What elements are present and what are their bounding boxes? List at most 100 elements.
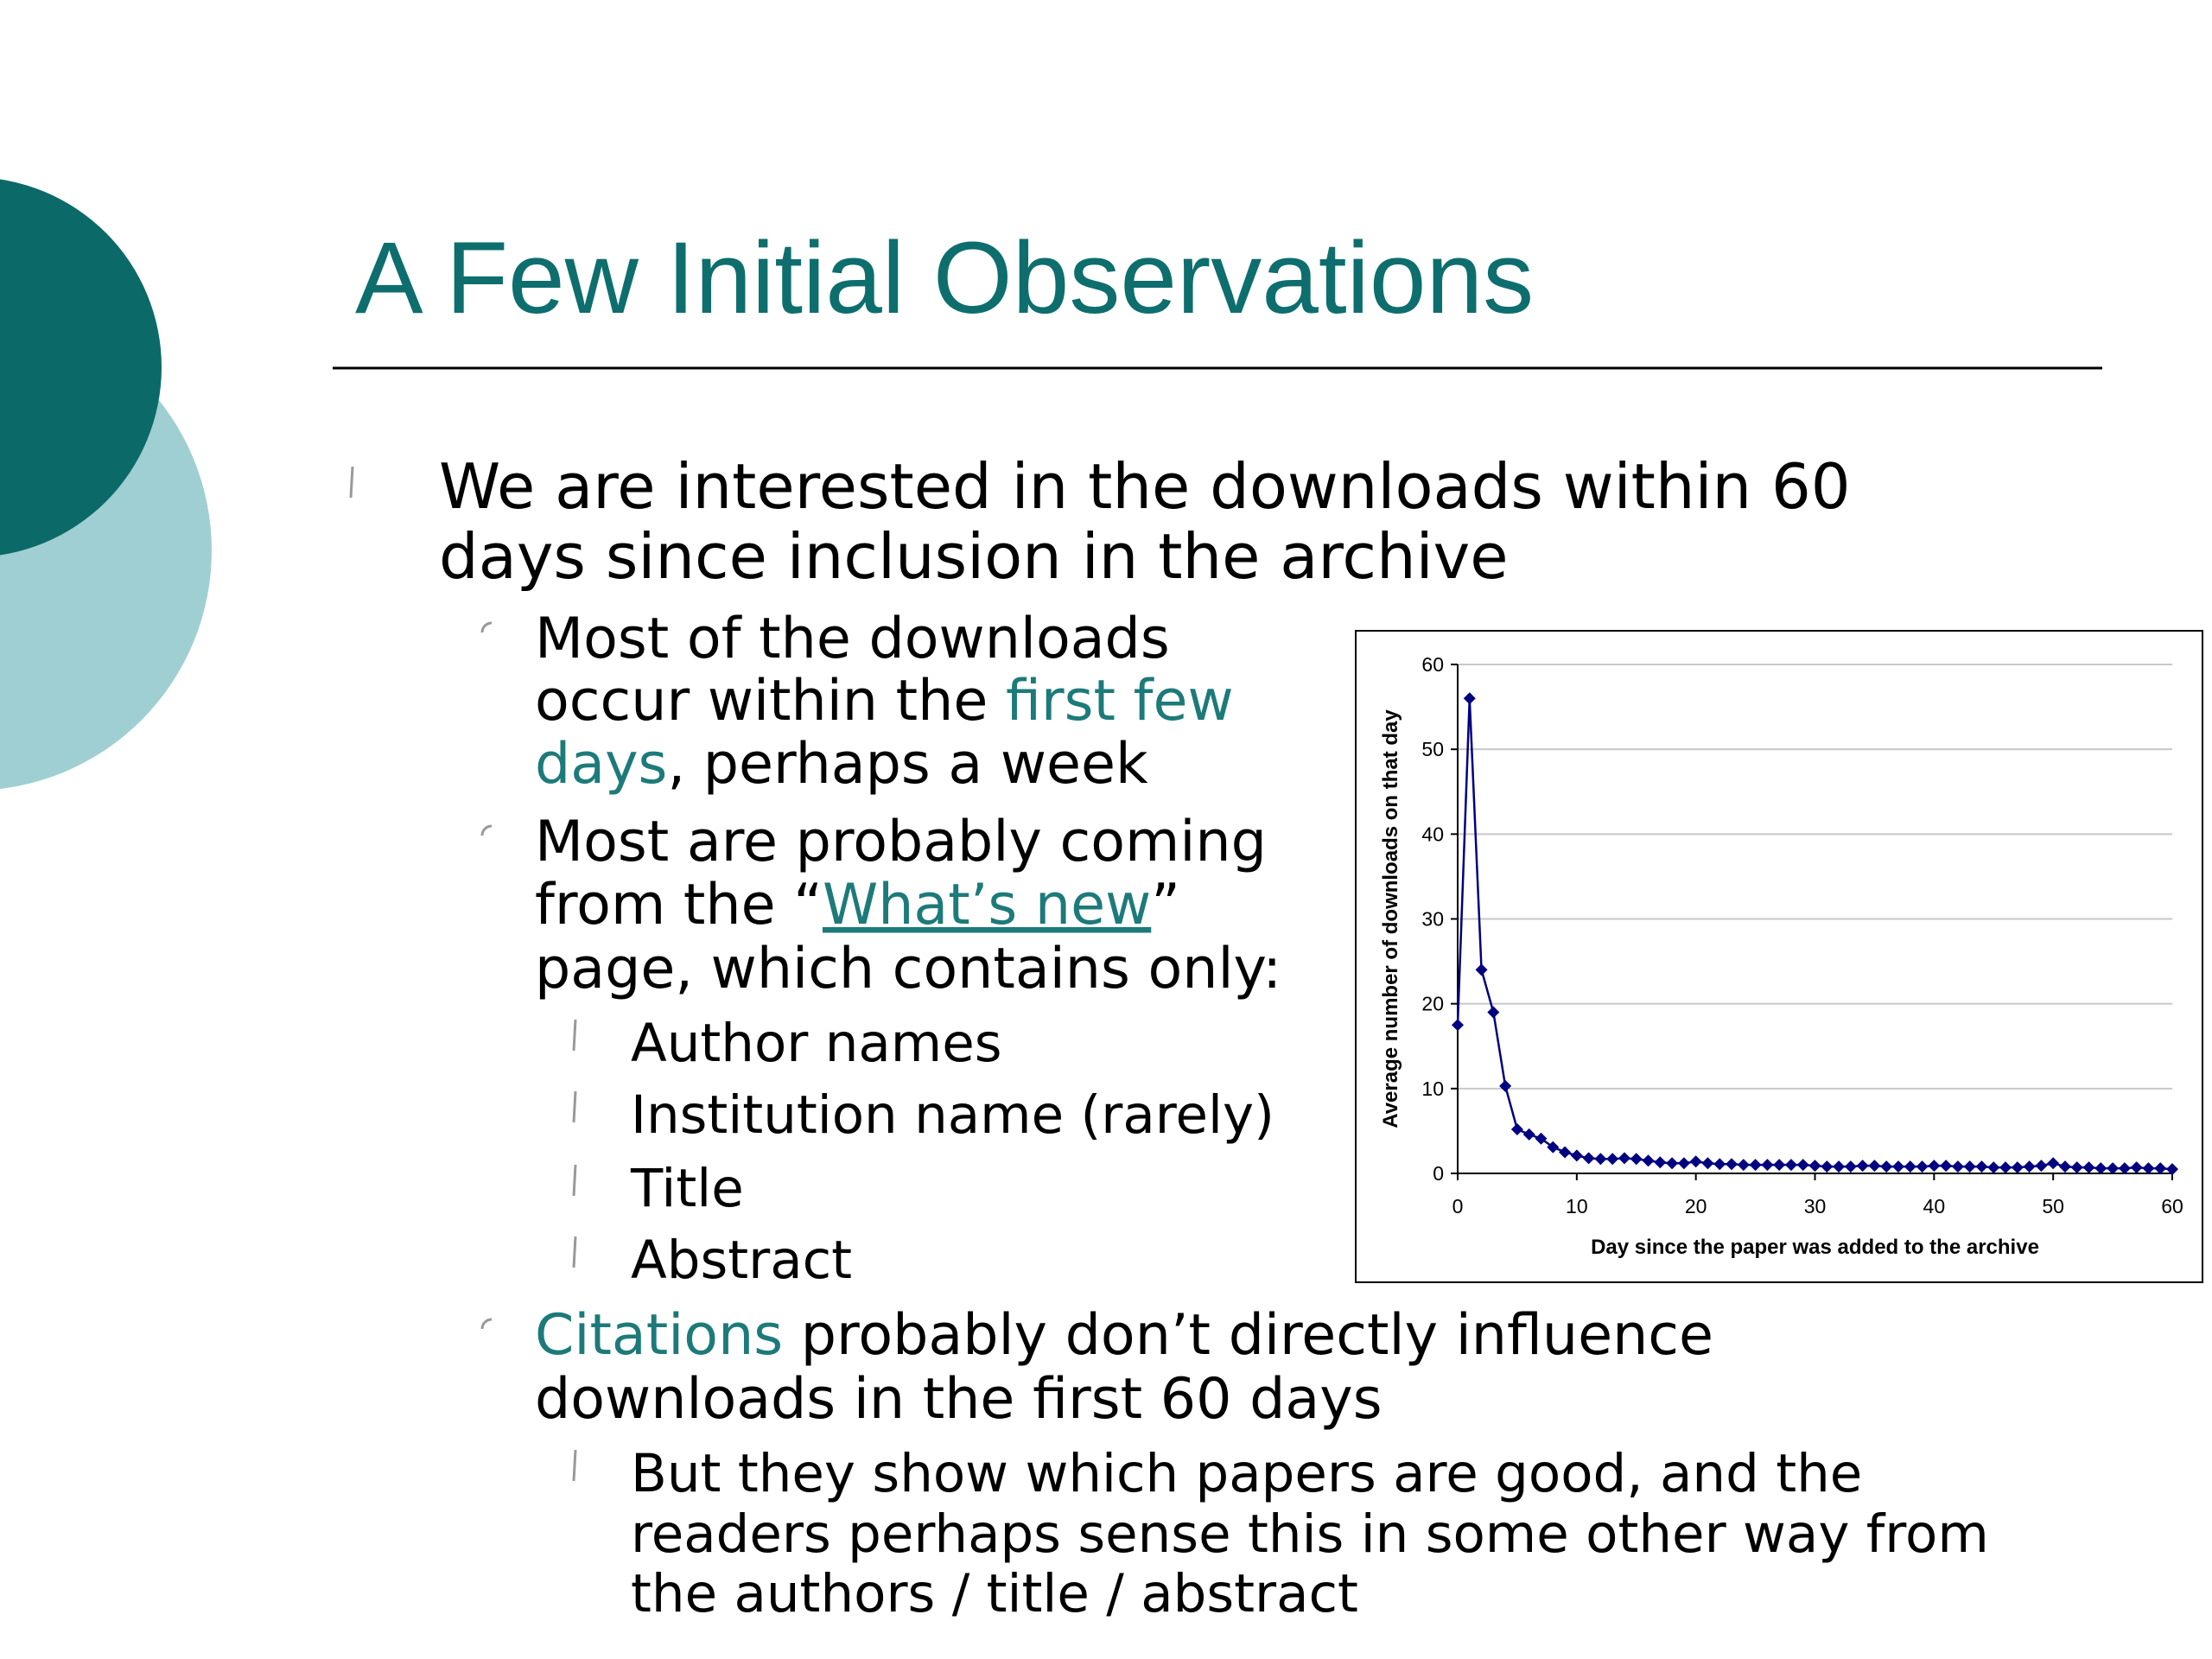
link-text[interactable]: What’s new bbox=[823, 873, 1151, 938]
data-point bbox=[2047, 1157, 2060, 1170]
data-point bbox=[2058, 1160, 2071, 1173]
bullet-line: But they show which papers are good, and… bbox=[631, 1443, 1862, 1504]
data-point bbox=[2118, 1162, 2131, 1175]
data-point bbox=[2082, 1161, 2095, 1174]
data-point bbox=[1796, 1159, 1809, 1172]
data-point bbox=[1726, 1158, 1738, 1171]
data-point bbox=[1951, 1160, 1964, 1173]
highlight-text: first few bbox=[1006, 669, 1234, 734]
data-point bbox=[1463, 692, 1476, 705]
bullet-marker bbox=[572, 1236, 577, 1268]
slide-title: A Few Initial Observations bbox=[355, 221, 1534, 335]
data-point bbox=[1559, 1146, 1572, 1159]
data-point bbox=[1784, 1159, 1797, 1172]
data-point bbox=[1654, 1156, 1667, 1169]
bullet-line: Abstract bbox=[631, 1230, 852, 1291]
data-point bbox=[1891, 1160, 1904, 1173]
data-point bbox=[1821, 1160, 1834, 1173]
y-tick-label: 20 bbox=[1421, 993, 1444, 1015]
data-point bbox=[1928, 1160, 1941, 1173]
data-point bbox=[1642, 1154, 1655, 1167]
x-tick-label: 10 bbox=[1566, 1195, 1588, 1217]
text-run: Title bbox=[630, 1158, 744, 1219]
text-run: probably don’t directly influence bbox=[783, 1303, 1713, 1368]
data-point bbox=[1689, 1155, 1702, 1168]
x-tick-label: 50 bbox=[2042, 1195, 2064, 1217]
text-run: page, which contains only: bbox=[535, 937, 1281, 1001]
text-run: from the “ bbox=[535, 873, 823, 938]
data-point bbox=[2107, 1162, 2120, 1175]
data-point bbox=[2023, 1160, 2036, 1173]
text-run: the authors / title / abstract bbox=[631, 1563, 1358, 1624]
data-point bbox=[1618, 1152, 1630, 1165]
bullet-line: Author names bbox=[631, 1013, 1002, 1074]
text-run: days since inclusion in the archive bbox=[439, 520, 1509, 593]
bullet-line: We are interested in the downloads withi… bbox=[439, 450, 1851, 523]
bullet-marker bbox=[480, 1318, 493, 1330]
text-run: , perhaps a week bbox=[667, 732, 1148, 797]
data-point bbox=[1844, 1160, 1857, 1173]
text-run: Institution name (rarely) bbox=[631, 1084, 1274, 1146]
data-point bbox=[1833, 1160, 1846, 1173]
data-point bbox=[2166, 1163, 2178, 1176]
data-point bbox=[2035, 1160, 2048, 1173]
data-point bbox=[2070, 1161, 2083, 1174]
data-point bbox=[1761, 1159, 1774, 1172]
data-point bbox=[1499, 1079, 1512, 1092]
bullet-line: page, which contains only: bbox=[535, 937, 1281, 1001]
bullet-line: downloads in the first 60 days bbox=[535, 1367, 1382, 1432]
text-run: Most are probably coming bbox=[535, 810, 1267, 874]
text-run: Most of the downloads bbox=[535, 607, 1170, 671]
data-point bbox=[2011, 1161, 2024, 1174]
text-run: ” bbox=[1151, 873, 1180, 938]
data-point bbox=[1452, 1019, 1464, 1032]
data-point bbox=[1522, 1128, 1535, 1141]
x-tick-label: 20 bbox=[1685, 1195, 1707, 1217]
text-run: readers perhaps sense this in some other… bbox=[631, 1503, 1989, 1565]
data-point bbox=[1630, 1153, 1643, 1166]
bullet-line: readers perhaps sense this in some other… bbox=[631, 1503, 1989, 1565]
y-tick-label: 0 bbox=[1433, 1162, 1444, 1185]
x-tick-label: 0 bbox=[1452, 1195, 1464, 1217]
text-run: Abstract bbox=[631, 1230, 852, 1291]
data-point bbox=[1535, 1132, 1548, 1145]
y-tick-label: 60 bbox=[1421, 653, 1444, 676]
data-point bbox=[1475, 963, 1488, 976]
data-point bbox=[1773, 1159, 1786, 1172]
data-point bbox=[1987, 1161, 2000, 1174]
bullet-marker bbox=[572, 1090, 577, 1123]
data-point bbox=[1713, 1158, 1726, 1171]
data-point bbox=[2094, 1162, 2107, 1175]
x-tick-label: 40 bbox=[1923, 1195, 1946, 1217]
bullet-marker bbox=[480, 824, 493, 836]
data-point bbox=[1547, 1141, 1560, 1154]
data-point bbox=[1701, 1157, 1714, 1170]
text-run: Author names bbox=[631, 1013, 1002, 1074]
y-tick-label: 50 bbox=[1421, 738, 1444, 760]
x-tick-label: 30 bbox=[1804, 1195, 1827, 1217]
bullet-line: the authors / title / abstract bbox=[631, 1563, 1358, 1624]
data-point bbox=[1666, 1157, 1679, 1170]
data-point bbox=[1582, 1152, 1595, 1165]
bullet-line: Most are probably coming bbox=[535, 810, 1267, 874]
bullet-marker bbox=[349, 466, 354, 499]
bullet-marker bbox=[572, 1164, 577, 1197]
data-point bbox=[1963, 1160, 1976, 1173]
highlight-text: Citations bbox=[535, 1303, 783, 1368]
decor-circle-dark bbox=[0, 179, 162, 556]
bullet-line: Institution name (rarely) bbox=[631, 1084, 1274, 1146]
bullet-line: days since inclusion in the archive bbox=[439, 520, 1509, 593]
y-tick-label: 40 bbox=[1421, 823, 1444, 845]
data-point bbox=[1904, 1160, 1916, 1173]
data-point bbox=[2142, 1162, 2155, 1175]
data-point bbox=[1999, 1161, 2012, 1174]
data-point bbox=[1594, 1153, 1607, 1166]
bullet-line: Most of the downloads bbox=[535, 607, 1170, 671]
data-point bbox=[1916, 1160, 1929, 1173]
x-axis-title: Day since the paper was added to the arc… bbox=[1591, 1236, 2039, 1259]
bullet-marker bbox=[572, 1019, 577, 1052]
text-run: downloads in the first 60 days bbox=[535, 1367, 1382, 1432]
data-point bbox=[1856, 1160, 1869, 1173]
text-run: We are interested in the downloads withi… bbox=[439, 450, 1851, 523]
data-point bbox=[2154, 1162, 2167, 1175]
